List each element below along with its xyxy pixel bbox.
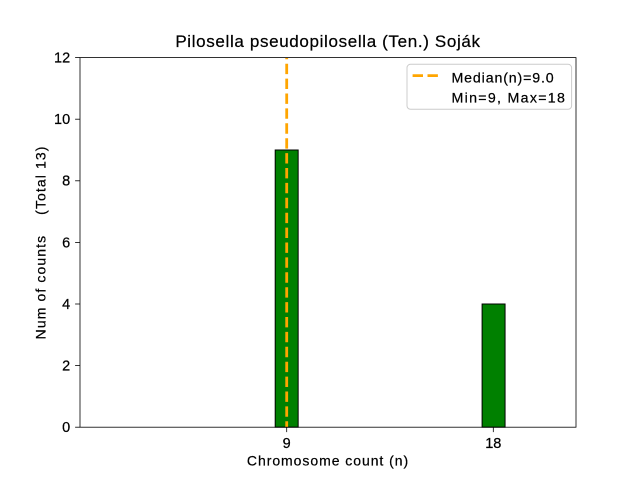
svg-text:8: 8 xyxy=(62,174,70,190)
svg-text:Chromosome count (n): Chromosome count (n) xyxy=(247,453,409,469)
svg-text:12: 12 xyxy=(54,51,70,67)
svg-text:6: 6 xyxy=(62,235,70,251)
svg-text:Min=9, Max=18: Min=9, Max=18 xyxy=(452,91,567,107)
svg-text:10: 10 xyxy=(54,112,70,128)
svg-text:9: 9 xyxy=(283,436,291,452)
svg-text:Num of counts (Total 13): Num of counts (Total 13) xyxy=(33,145,49,339)
svg-text:2: 2 xyxy=(62,359,70,375)
svg-text:0: 0 xyxy=(62,420,70,436)
svg-text:18: 18 xyxy=(485,436,501,452)
svg-text:Pilosella pseudopilosella (Ten: Pilosella pseudopilosella (Ten.) Soják xyxy=(175,32,480,51)
svg-text:Median(n)=9.0: Median(n)=9.0 xyxy=(452,71,555,87)
svg-text:4: 4 xyxy=(62,297,70,313)
